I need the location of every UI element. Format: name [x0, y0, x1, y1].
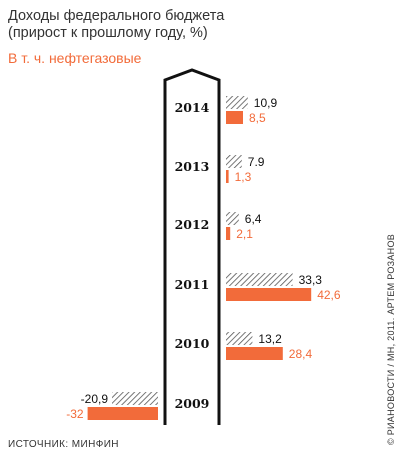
oilgas-value-2012: 2,1 [236, 227, 253, 241]
chart-title: Доходы федерального бюджета (прирост к п… [8, 8, 225, 41]
total-value-2012: 6,4 [245, 212, 262, 226]
oilgas-bar-2013 [226, 170, 229, 183]
source-note: ИСТОЧНИК: МИНФИН [8, 439, 119, 450]
oilgas-value-2010: 28,4 [289, 347, 313, 361]
total-value-2010: 13,2 [258, 332, 282, 346]
oilgas-bar-2011 [226, 288, 312, 301]
total-bar-2009 [112, 392, 158, 405]
credit-note: © РИАНОВОСТИ / МН, 2011. АРТЕМ РОЗАНОВ [386, 233, 396, 445]
year-label-2010: 2010 [175, 336, 210, 351]
year-label-2011: 2011 [175, 277, 210, 292]
oilgas-bar-2009 [87, 407, 158, 420]
total-bar-2010 [226, 332, 253, 345]
total-value-2014: 10,9 [254, 96, 278, 110]
year-label-2013: 2013 [175, 159, 210, 174]
timeline-column [163, 68, 221, 425]
oilgas-value-2009: -32 [66, 407, 84, 421]
total-bar-2013 [226, 155, 242, 168]
oilgas-value-2013: 1,3 [235, 170, 252, 184]
oilgas-value-2011: 42,6 [317, 288, 341, 302]
legend-oil-gas-label: В т. ч. нефтегазовые [8, 50, 142, 66]
total-bar-2014 [226, 96, 248, 109]
oilgas-bar-2010 [226, 347, 283, 360]
total-bar-2012 [226, 212, 239, 225]
total-value-2011: 33,3 [299, 273, 323, 287]
total-value-2013: 7.9 [248, 155, 265, 169]
total-value-2009: -20,9 [81, 392, 109, 406]
total-bar-2011 [226, 273, 293, 286]
oilgas-value-2014: 8,5 [249, 111, 266, 125]
year-label-2014: 2014 [175, 100, 210, 115]
year-label-2009: 2009 [175, 396, 210, 411]
oilgas-bar-2014 [226, 111, 243, 124]
oilgas-bar-2012 [226, 227, 231, 240]
year-label-2012: 2012 [175, 217, 210, 232]
